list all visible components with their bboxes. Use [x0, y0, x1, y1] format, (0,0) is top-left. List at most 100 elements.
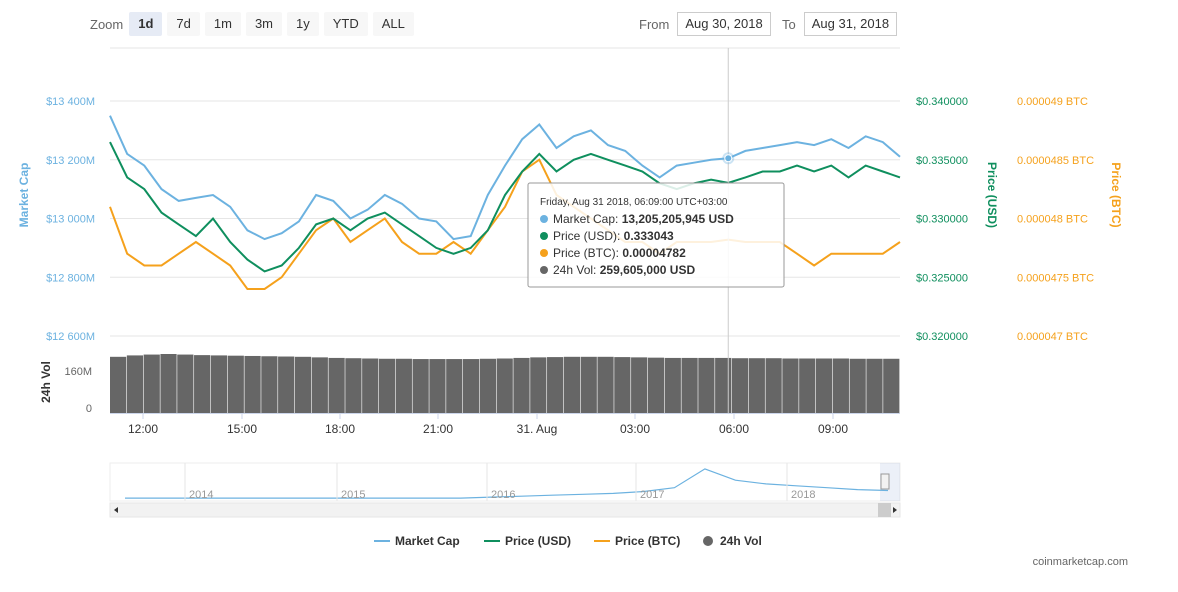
navigator-frame	[109, 462, 901, 502]
to-date-input[interactable]: Aug 31, 2018	[803, 12, 898, 36]
volume-bar	[378, 358, 396, 413]
zoom-1d-button[interactable]: 1d	[129, 12, 163, 36]
legend-symbol	[703, 536, 713, 546]
tooltip-row: 24h Vol: 259,605,000 USD	[553, 263, 695, 277]
legend-label: Market Cap	[395, 534, 460, 548]
price-btc-tick-label: 0.000047 BTC	[1017, 331, 1088, 343]
price-btc-tick-label: 0.000049 BTC	[1017, 96, 1088, 108]
zoom-1m-button[interactable]: 1m	[204, 12, 241, 36]
price-usd-tick-label: $0.340000	[916, 96, 968, 108]
volume-tick-label: 0	[86, 403, 92, 415]
zoom-3m-button[interactable]: 3m	[245, 12, 282, 36]
market-cap-tick-label: $13 400M	[46, 96, 95, 108]
x-tick-label: 09:00	[818, 422, 848, 436]
volume-axis-title: 24h Vol	[39, 361, 53, 403]
volume-bar	[110, 356, 127, 413]
volume-bar	[815, 358, 833, 413]
volume-bar	[563, 356, 581, 413]
volume-bar	[681, 357, 698, 413]
x-tick-label: 12:00	[128, 422, 158, 436]
tooltip-row-value: 13,205,205,945 USD	[622, 212, 734, 226]
zoom-ytd-button[interactable]: YTD	[323, 12, 368, 36]
volume-bar	[799, 358, 816, 413]
price-usd-tick-label: $0.320000	[916, 331, 968, 343]
legend: Market Cap Price (USD) Price (BTC) 24h Vol	[374, 534, 762, 548]
volume-bar	[412, 359, 429, 413]
market-cap-tick-label: $12 800M	[46, 272, 95, 284]
zoom-label: Zoom	[90, 16, 124, 32]
volume-bar	[294, 356, 312, 413]
scroll-left-icon	[114, 507, 118, 513]
legend-item[interactable]: Market Cap	[374, 534, 460, 548]
volume-bar	[143, 354, 160, 413]
volume-bar	[849, 358, 866, 413]
volume-bar	[395, 358, 412, 413]
zoom-bar: Zoom 1d 7d 1m 3m 1y YTD ALL	[90, 12, 419, 36]
volume-bar	[631, 357, 648, 413]
volume-bar	[194, 355, 211, 413]
volume-bar	[513, 357, 530, 413]
volume-bar	[261, 356, 278, 413]
volume-bar	[698, 357, 715, 413]
price-btc-tick-label: 0.0000475 BTC	[1017, 272, 1094, 284]
navigator-handle	[880, 473, 890, 490]
tooltip-title: Friday, Aug 31 2018, 06:09:00 UTC+03:00	[540, 197, 728, 208]
volume-bar	[765, 358, 782, 413]
volume-bar	[883, 358, 900, 413]
to-range: To Aug 31, 2018	[782, 12, 898, 36]
credit-link[interactable]: coinmarketcap.com	[1032, 556, 1128, 568]
tooltip-dot	[540, 215, 548, 223]
x-tick-label: 31. Aug	[517, 422, 558, 436]
x-tick-label: 15:00	[227, 422, 257, 436]
volume-tick-label: 160M	[64, 366, 92, 378]
volume-bar	[664, 357, 681, 413]
volume-bars	[110, 354, 900, 413]
navigator[interactable]: 2014 2015 2016 2017 2018	[109, 462, 901, 518]
legend-label: 24h Vol	[720, 534, 762, 548]
volume-bar	[160, 354, 177, 413]
volume-bar	[446, 359, 463, 413]
x-tick-label: 21:00	[423, 422, 453, 436]
zoom-all-button[interactable]: ALL	[372, 12, 414, 36]
to-label: To	[782, 16, 796, 32]
volume-bar	[496, 358, 513, 413]
legend-label: Price (USD)	[505, 534, 571, 548]
tooltip-dot	[540, 232, 548, 240]
axis-labels: $13 400M $13 200M $13 000M $12 800M $12 600M…	[17, 96, 1123, 436]
volume-bar	[429, 359, 446, 413]
volume-bar	[782, 358, 799, 413]
volume-bar	[345, 358, 362, 413]
legend-item[interactable]: Price (USD)	[484, 534, 571, 548]
from-label: From	[639, 16, 670, 32]
tooltip-row-value: 0.00004782	[622, 246, 686, 260]
tooltip-row: Market Cap: 13,205,205,945 USD	[553, 212, 734, 226]
price-usd-line	[109, 141, 901, 273]
tooltip: Friday, Aug 31 2018, 06:09:00 UTC+03:00 M…	[527, 182, 785, 288]
volume-bar	[462, 359, 480, 413]
legend-label: Price (BTC)	[615, 534, 680, 548]
volume-bar	[530, 357, 547, 413]
legend-item[interactable]: Price (BTC)	[594, 534, 680, 548]
price-btc-tick-label: 0.0000485 BTC	[1017, 155, 1094, 167]
volume-bar	[210, 355, 228, 413]
price-usd-tick-label: $0.335000	[916, 155, 968, 167]
navigator-year-label: 2016	[491, 489, 515, 501]
volume-bar	[866, 358, 883, 413]
volume-bar	[597, 356, 614, 413]
zoom-7d-button[interactable]: 7d	[167, 12, 200, 36]
tooltip-dot	[540, 249, 548, 257]
tooltip-row-value: 259,605,000 USD	[600, 263, 696, 277]
volume-bar	[748, 358, 765, 413]
market-cap-line	[109, 115, 901, 241]
from-date-input[interactable]: Aug 30, 2018	[677, 12, 771, 36]
volume-bar	[362, 358, 379, 413]
navigator-selection	[880, 463, 900, 501]
x-tick-label: 18:00	[325, 422, 355, 436]
legend-item[interactable]: 24h Vol	[703, 534, 762, 548]
tooltip-row-label: 24h Vol:	[553, 263, 600, 277]
volume-bar	[244, 355, 261, 413]
zoom-1y-button[interactable]: 1y	[287, 12, 319, 36]
navigator-year-label: 2017	[640, 489, 664, 501]
price-btc-axis-title: Price (BTC)	[1109, 162, 1123, 227]
